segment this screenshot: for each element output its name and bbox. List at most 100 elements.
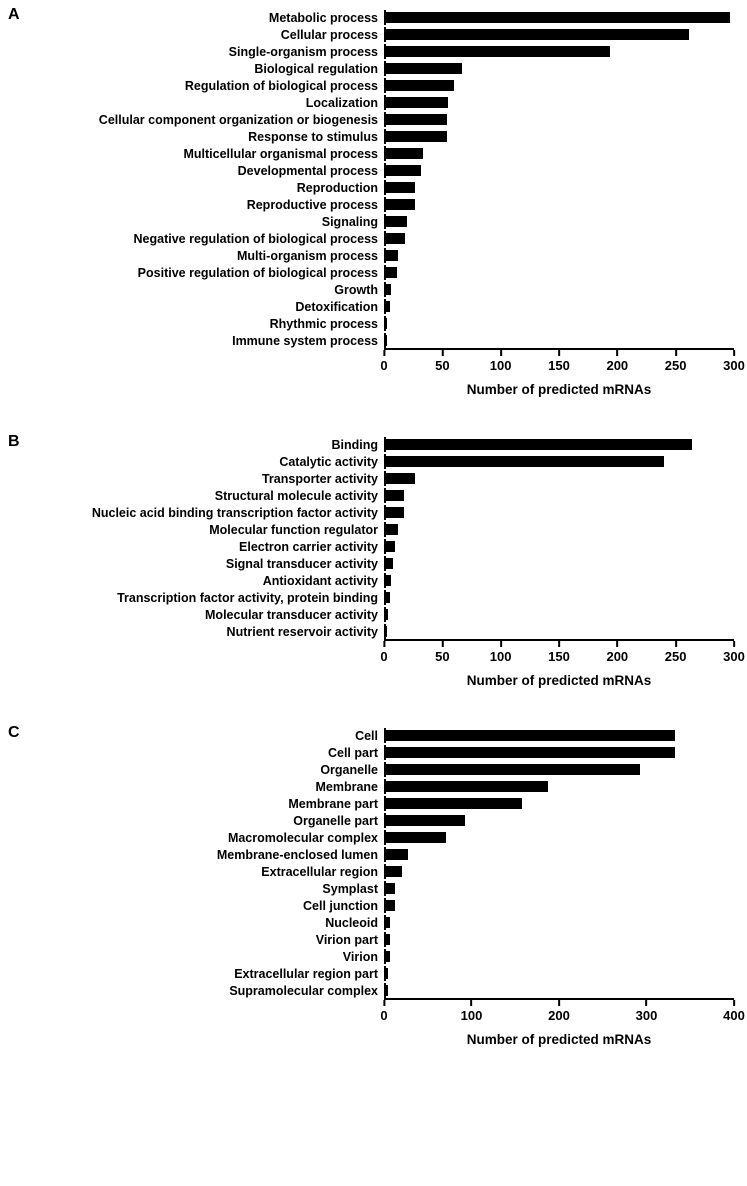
bar xyxy=(386,318,387,329)
plot-area xyxy=(384,197,736,212)
bar-row: Detoxification xyxy=(28,299,739,314)
bar-row: Response to stimulus xyxy=(28,129,739,144)
plot-area xyxy=(384,830,736,845)
bar-row: Cell part xyxy=(28,745,739,760)
bar-row: Multi-organism process xyxy=(28,248,739,263)
plot-area xyxy=(384,949,736,964)
plot-area xyxy=(384,180,736,195)
bar xyxy=(386,182,415,193)
y-axis-label: Multi-organism process xyxy=(28,249,384,263)
tick-label: 300 xyxy=(723,649,745,664)
bar xyxy=(386,439,692,450)
bar xyxy=(386,781,548,792)
y-axis-label: Growth xyxy=(28,283,384,297)
tick-label: 250 xyxy=(665,358,687,373)
bar xyxy=(386,29,689,40)
tick-label: 300 xyxy=(636,1008,658,1023)
tick-label: 250 xyxy=(665,649,687,664)
plot-area xyxy=(384,471,736,486)
bar-row: Electron carrier activity xyxy=(28,539,739,554)
y-axis-label: Membrane-enclosed lumen xyxy=(28,848,384,862)
y-axis-label: Molecular function regulator xyxy=(28,523,384,537)
bar-row: Cellular process xyxy=(28,27,739,42)
bar xyxy=(386,490,404,501)
tick: 300 xyxy=(723,641,745,664)
bar-row: Extracellular region part xyxy=(28,966,739,981)
bar-row: Multicellular organismal process xyxy=(28,146,739,161)
y-axis-label: Metabolic process xyxy=(28,11,384,25)
bar xyxy=(386,798,522,809)
y-axis-label: Symplast xyxy=(28,882,384,896)
plot-area xyxy=(384,265,736,280)
tick-label: 200 xyxy=(606,649,628,664)
bar-row: Antioxidant activity xyxy=(28,573,739,588)
bar xyxy=(386,883,395,894)
plot-area xyxy=(384,112,736,127)
plot-area xyxy=(384,573,736,588)
tick-label: 50 xyxy=(435,649,449,664)
y-axis-label: Negative regulation of biological proces… xyxy=(28,232,384,246)
y-axis-label: Membrane part xyxy=(28,797,384,811)
panel-b: BBindingCatalytic activityTransporter ac… xyxy=(8,437,739,688)
y-axis-label: Multicellular organismal process xyxy=(28,147,384,161)
tick: 150 xyxy=(548,641,570,664)
x-axis-ticks: 050100150200250300 xyxy=(384,641,734,671)
bar-row: Nucleoid xyxy=(28,915,739,930)
y-axis-label: Detoxification xyxy=(28,300,384,314)
plot-area xyxy=(384,796,736,811)
y-axis-label: Cellular process xyxy=(28,28,384,42)
bar-chart: CellCell partOrganelleMembraneMembrane p… xyxy=(28,728,739,1047)
y-axis-label: Nucleoid xyxy=(28,916,384,930)
plot-area xyxy=(384,966,736,981)
tick: 100 xyxy=(461,1000,483,1023)
plot-area xyxy=(384,454,736,469)
tick-label: 100 xyxy=(490,358,512,373)
bar-row: Supramolecular complex xyxy=(28,983,739,998)
bar-row: Symplast xyxy=(28,881,739,896)
tick-label: 300 xyxy=(723,358,745,373)
bar xyxy=(386,267,397,278)
panel-a: AMetabolic processCellular processSingle… xyxy=(8,10,739,397)
y-axis-label: Extracellular region xyxy=(28,865,384,879)
y-axis-label: Cellular component organization or bioge… xyxy=(28,113,384,127)
y-axis-label: Reproductive process xyxy=(28,198,384,212)
tick: 50 xyxy=(435,350,449,373)
tick-label: 100 xyxy=(490,649,512,664)
plot-area xyxy=(384,248,736,263)
plot-area xyxy=(384,881,736,896)
tick: 100 xyxy=(490,350,512,373)
bar xyxy=(386,575,391,586)
plot-area xyxy=(384,299,736,314)
bar xyxy=(386,730,675,741)
y-axis-label: Cell junction xyxy=(28,899,384,913)
y-axis-label: Virion xyxy=(28,950,384,964)
plot-area xyxy=(384,333,736,348)
bar xyxy=(386,301,390,312)
bar xyxy=(386,80,454,91)
y-axis-label: Catalytic activity xyxy=(28,455,384,469)
tick: 300 xyxy=(636,1000,658,1023)
tick: 0 xyxy=(380,641,387,664)
plot-area xyxy=(384,779,736,794)
plot-area xyxy=(384,437,736,452)
tick-label: 400 xyxy=(723,1008,745,1023)
plot-area xyxy=(384,95,736,110)
bar xyxy=(386,609,388,620)
panel-c: CCellCell partOrganelleMembraneMembrane … xyxy=(8,728,739,1047)
bar-row: Metabolic process xyxy=(28,10,739,25)
bar-row: Membrane xyxy=(28,779,739,794)
y-axis-label: Cell xyxy=(28,729,384,743)
y-axis-label: Signaling xyxy=(28,215,384,229)
tick: 300 xyxy=(723,350,745,373)
plot-area xyxy=(384,915,736,930)
x-axis-title: Number of predicted mRNAs xyxy=(384,673,734,688)
tick: 250 xyxy=(665,350,687,373)
plot-area xyxy=(384,27,736,42)
tick-label: 0 xyxy=(380,649,387,664)
y-axis-label: Developmental process xyxy=(28,164,384,178)
bar-row: Macromolecular complex xyxy=(28,830,739,845)
y-axis-label: Supramolecular complex xyxy=(28,984,384,998)
plot-area xyxy=(384,590,736,605)
bar-row: Membrane-enclosed lumen xyxy=(28,847,739,862)
bar xyxy=(386,284,391,295)
